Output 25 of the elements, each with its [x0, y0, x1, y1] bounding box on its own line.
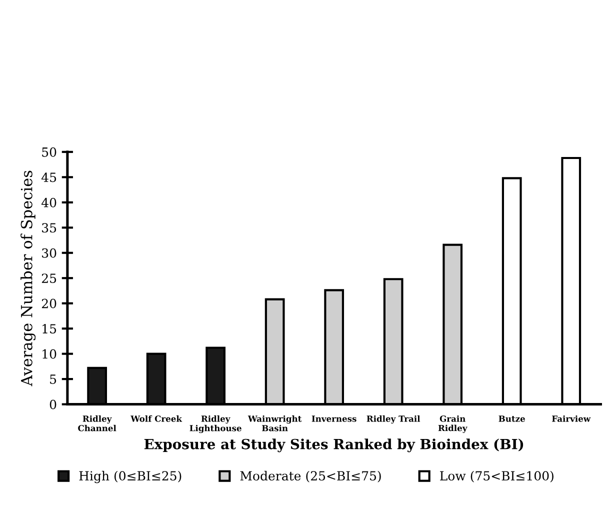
- legend-label: High (0≤BI≤25): [79, 470, 182, 484]
- y-tick-label: 15: [42, 324, 56, 334]
- x-tick-label: Ridley Lighthouse: [190, 415, 242, 434]
- x-tick-label: Ridley Trail: [366, 415, 420, 424]
- y-tick-label: 50: [42, 147, 56, 157]
- y-tick-label: 45: [41, 172, 56, 182]
- y-tick-label: 40: [41, 198, 56, 208]
- y-tick-label: 5: [50, 374, 56, 384]
- x-tick-label: Wainwright Basin: [248, 415, 302, 432]
- x-tick-label: Wolf Creek: [130, 415, 182, 422]
- legend-label: Moderate (25<BI≤75): [240, 470, 381, 482]
- y-tick-label: 35: [42, 223, 56, 233]
- x-tick-label: Grain Ridley: [438, 415, 468, 433]
- y-axis-title: Average Number of Species: [20, 170, 36, 386]
- x-tick-label: Butze: [498, 416, 525, 422]
- x-tick-label: Fairview: [552, 415, 591, 422]
- y-tick-label: 0: [50, 400, 56, 410]
- x-tick-label: Inverness: [312, 416, 356, 422]
- y-tick-label: 30: [42, 248, 56, 258]
- y-tick-label: 20: [42, 298, 56, 308]
- y-tick-label: 10: [42, 349, 56, 359]
- y-tick-label: 25: [42, 274, 56, 284]
- x-axis-title: Exposure at Study Sites Ranked by Bioindex (BI): [144, 438, 524, 452]
- legend-label: Low (75<BI≤100): [440, 470, 554, 482]
- x-tick-label: Ridley Channel: [78, 415, 116, 432]
